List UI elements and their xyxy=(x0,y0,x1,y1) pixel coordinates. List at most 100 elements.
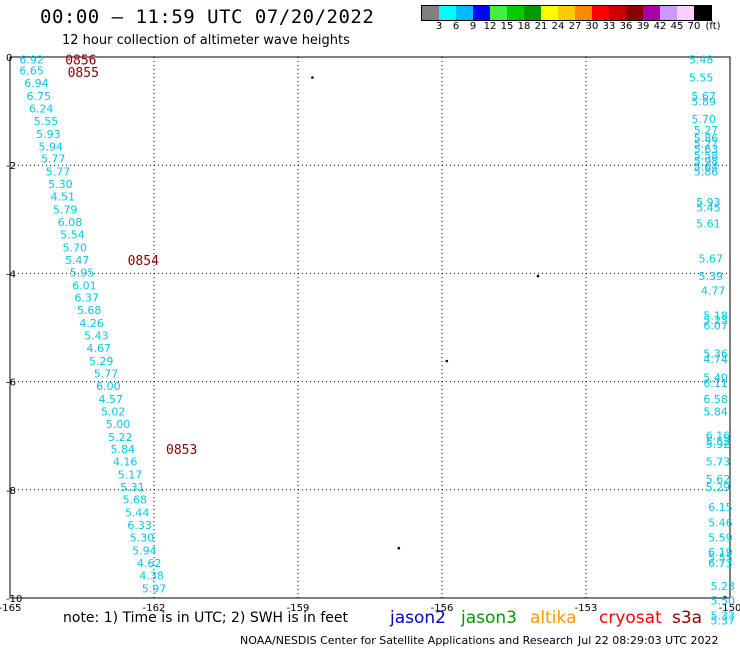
color-scale-label: 21 xyxy=(534,21,548,32)
color-scale-label: 33 xyxy=(602,21,616,32)
color-scale-labels: 3 6 9 12 15 18 21 24 27 30 33 36 39 42 45 70 (ft) xyxy=(421,21,740,35)
swh-label: 4.57 xyxy=(99,393,124,406)
swh-label: 5.61 xyxy=(696,218,721,231)
swh-label: 6.15 xyxy=(708,501,733,514)
color-scale-bar xyxy=(421,5,712,21)
swh-label: 5.67 xyxy=(691,90,716,103)
swh-label: 5.70 xyxy=(691,113,716,126)
swh-label: 5.52 xyxy=(706,435,731,448)
color-swatch xyxy=(507,6,524,20)
swh-label: 6.01 xyxy=(72,279,97,292)
swh-label: 5.39 xyxy=(699,270,724,283)
legend-cryosat: cryosat xyxy=(599,608,662,628)
color-scale-label: 42 xyxy=(653,21,667,32)
color-swatch xyxy=(439,6,456,20)
pass-time-label: 0856 xyxy=(65,54,96,69)
pass-time-label: 0853 xyxy=(166,443,197,458)
swh-label: 5.23 xyxy=(711,580,736,593)
swh-label: 5.68 xyxy=(123,494,148,507)
color-swatch xyxy=(456,6,473,20)
map-subtitle: 12 hour collection of altimeter wave hei… xyxy=(62,33,350,48)
swh-label: 6.92 xyxy=(19,54,44,67)
lat-tick-label: 0 xyxy=(6,53,12,64)
swh-label: 6.65 xyxy=(19,65,44,78)
color-scale-label: 39 xyxy=(636,21,650,32)
lon-tick-label: -153 xyxy=(575,603,598,614)
swh-label: 5.77 xyxy=(46,166,71,179)
color-scale-label: 45 xyxy=(670,21,684,32)
swh-label: 6.24 xyxy=(29,102,54,115)
map-frame xyxy=(9,56,731,599)
color-scale-label: 12 xyxy=(483,21,497,32)
swh-label: 4.67 xyxy=(87,342,112,355)
lon-tick-label: -162 xyxy=(143,603,166,614)
pass-time-label: 0854 xyxy=(128,254,159,269)
color-scale-label: 6 xyxy=(452,21,460,32)
island-marker xyxy=(445,359,449,363)
swh-label: 6.19 xyxy=(708,546,733,559)
swh-label: 5.93 xyxy=(36,128,61,141)
swh-label: 5.86 xyxy=(694,132,719,145)
island-marker xyxy=(536,274,540,278)
swh-label: 5.59 xyxy=(708,531,733,544)
swh-label: 5.29 xyxy=(706,481,731,494)
swh-label: 5.30 xyxy=(48,178,73,191)
swh-label: 5.77 xyxy=(41,153,66,166)
swh-label: 5.97 xyxy=(142,582,167,595)
swh-label: 5.18 xyxy=(703,310,728,323)
color-swatch xyxy=(558,6,575,20)
legend-altika: altika xyxy=(530,608,577,628)
swh-label: 5.55 xyxy=(34,115,59,128)
swh-label: 5.86 xyxy=(694,166,719,179)
swh-label: 6.73 xyxy=(708,557,733,570)
swh-label: 6.37 xyxy=(75,292,100,305)
swh-label: 5.55 xyxy=(689,72,714,85)
color-scale-label: 27 xyxy=(568,21,582,32)
legend-jason2: jason2 xyxy=(390,608,446,628)
color-scale-label: 30 xyxy=(585,21,599,32)
swh-label: 5.44 xyxy=(125,507,150,520)
swh-label: 5.00 xyxy=(106,418,131,431)
swh-label: 5.37 xyxy=(711,615,736,628)
color-swatch xyxy=(694,6,711,20)
swh-label: 5.95 xyxy=(70,266,95,279)
legend-s3a: s3a xyxy=(672,608,703,628)
lon-tick-label: -159 xyxy=(287,603,310,614)
swh-label: 5.27 xyxy=(694,138,719,151)
color-swatch xyxy=(473,6,490,20)
footer-note: note: 1) Time is in UTC; 2) SWH is in fe… xyxy=(63,610,349,626)
swh-label: 6.33 xyxy=(127,519,152,532)
swh-label: 5.43 xyxy=(84,330,109,343)
swh-label: 5.58 xyxy=(694,149,719,162)
swh-label: 5.79 xyxy=(53,204,78,217)
color-swatch xyxy=(592,6,609,20)
swh-label: 5.92 xyxy=(706,438,731,451)
swh-label: 6.00 xyxy=(96,380,121,393)
swh-label: 5.54 xyxy=(60,228,85,241)
swh-label: 4.38 xyxy=(139,569,164,582)
swh-label: 4.51 xyxy=(51,191,76,204)
swh-label: 4.77 xyxy=(701,285,726,298)
swh-label: 4.26 xyxy=(79,317,104,330)
swh-label: 5.45 xyxy=(696,201,721,214)
color-scale-label: 24 xyxy=(551,21,565,32)
swh-label: 5.94 xyxy=(39,140,64,153)
lat-tick-label: -10 xyxy=(6,594,22,605)
lon-tick-label: -150 xyxy=(719,603,740,614)
swh-label: 5.93 xyxy=(696,196,721,209)
color-swatch xyxy=(660,6,677,20)
island-marker xyxy=(311,76,314,79)
swh-label: 5.63 xyxy=(694,143,719,156)
color-scale-label: 70 xyxy=(687,21,701,32)
color-scale-unit: (ft) xyxy=(705,21,721,32)
color-swatch xyxy=(626,6,643,20)
swh-label: 5.89 xyxy=(691,95,716,108)
swh-label: 5.77 xyxy=(94,367,119,380)
lat-tick-label: -6 xyxy=(6,378,16,389)
color-scale-label: 18 xyxy=(517,21,531,32)
color-swatch xyxy=(575,6,592,20)
color-scale-label: 3 xyxy=(435,21,443,32)
island-marker xyxy=(397,546,401,550)
swh-label: 5.62 xyxy=(706,473,731,486)
